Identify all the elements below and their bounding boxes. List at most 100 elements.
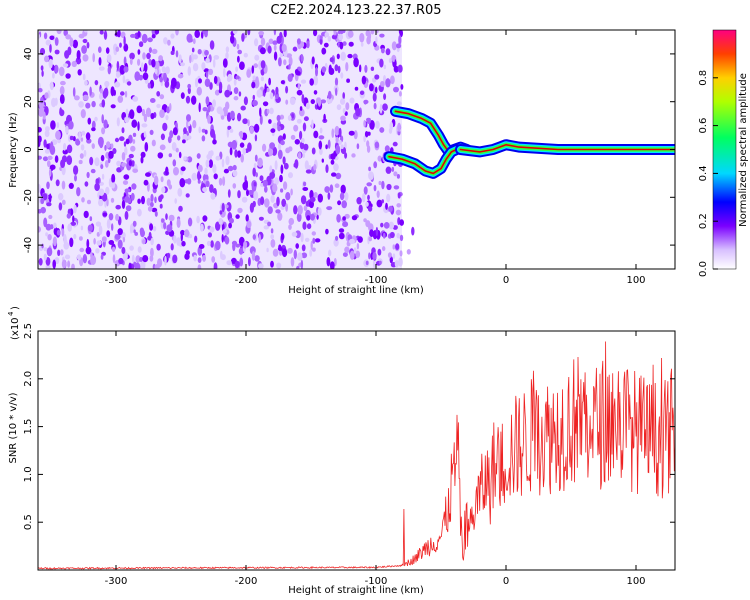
signal-track-2-layer-3 [459, 143, 675, 153]
noise-blob [101, 114, 104, 124]
noise-blob [346, 78, 350, 83]
noise-blob [243, 96, 248, 106]
noise-blob [41, 70, 44, 77]
noise-blob [324, 186, 330, 193]
noise-blob [305, 102, 310, 110]
noise-blob [116, 160, 121, 167]
noise-blob [129, 58, 133, 65]
noise-blob [197, 171, 201, 181]
noise-blob [119, 42, 122, 48]
noise-blob [356, 197, 362, 205]
noise-blob [264, 83, 267, 94]
noise-blob [285, 99, 289, 105]
noise-blob [138, 108, 143, 113]
noise-blob [368, 171, 374, 181]
noise-blob [364, 131, 369, 138]
noise-blob [321, 158, 324, 163]
noise-blob [342, 221, 349, 228]
noise-blob [373, 161, 378, 169]
noise-blob [209, 150, 214, 157]
noise-blob [317, 193, 323, 203]
noise-blob [129, 109, 135, 120]
noise-blob [295, 243, 300, 249]
noise-blob [184, 253, 190, 260]
noise-blob [225, 46, 230, 53]
noise-blob [288, 146, 293, 152]
noise-blob [78, 159, 83, 165]
noise-blob [331, 34, 338, 40]
noise-blob [256, 89, 263, 98]
noise-blob [124, 116, 130, 123]
noise-blob [80, 137, 84, 142]
noise-blob [214, 89, 220, 96]
y-tick-label: 0.5 [23, 514, 34, 530]
noise-blob [45, 39, 51, 46]
noise-blob [150, 112, 155, 120]
noise-blob [62, 63, 69, 68]
noise-blob [296, 265, 300, 269]
noise-blob [212, 164, 217, 174]
noise-blob [326, 206, 333, 211]
noise-blob [280, 233, 285, 241]
noise-blob [82, 38, 88, 44]
noise-blob [328, 249, 332, 257]
noise-blob [270, 194, 275, 203]
noise-blob [347, 30, 354, 38]
noise-blob [45, 232, 48, 237]
noise-blob [115, 71, 121, 78]
signal-tracks [383, 105, 675, 179]
y-tick-label: 0 [23, 146, 34, 152]
noise-blob [270, 239, 276, 248]
noise-blob [300, 54, 304, 63]
noise-blob [80, 144, 85, 151]
noise-blob [281, 44, 287, 52]
noise-blob [311, 56, 315, 65]
noise-blob [296, 89, 303, 96]
noise-blob [128, 160, 133, 167]
noise-blob [194, 30, 200, 38]
noise-blob [186, 119, 189, 129]
spectrogram-y-axis-label: Frequency (Hz) [8, 112, 19, 188]
figure-title: C2E2.2024.123.22.37.R05 [270, 3, 441, 18]
noise-blob [159, 94, 165, 100]
noise-blob [373, 184, 377, 192]
noise-blob [156, 91, 161, 97]
noise-blob [129, 52, 135, 60]
noise-blob [135, 255, 141, 263]
noise-blob [278, 143, 282, 151]
noise-blob [89, 216, 93, 222]
noise-blob [197, 164, 203, 173]
noise-blob [247, 119, 250, 127]
noise-blob [392, 244, 396, 250]
noise-blob [273, 44, 277, 51]
noise-blob [40, 197, 45, 205]
noise-blob [198, 244, 205, 249]
noise-blob [38, 138, 41, 147]
noise-blob [128, 262, 132, 269]
noise-blob [101, 99, 106, 108]
noise-blob [106, 54, 112, 63]
noise-blob [132, 139, 136, 144]
noise-blob [344, 192, 349, 201]
noise-blob [235, 66, 239, 72]
noise-blob [264, 186, 268, 193]
noise-blob [243, 52, 248, 58]
noise-blob [46, 181, 50, 190]
noise-blob [51, 139, 58, 146]
noise-blob [80, 225, 84, 231]
noise-blob [150, 201, 154, 208]
noise-blob [78, 131, 82, 141]
noise-blob [183, 156, 187, 161]
noise-blob [334, 64, 339, 72]
noise-blob [252, 75, 256, 81]
noise-blob [45, 126, 50, 132]
noise-blob [279, 114, 285, 120]
noise-blob [150, 237, 154, 246]
noise-blob [227, 165, 234, 172]
noise-blob [249, 126, 254, 134]
noise-blob [342, 252, 348, 257]
noise-blob [363, 186, 368, 195]
noise-blob [187, 156, 193, 163]
noise-blob [209, 184, 214, 193]
noise-blob [140, 229, 145, 238]
